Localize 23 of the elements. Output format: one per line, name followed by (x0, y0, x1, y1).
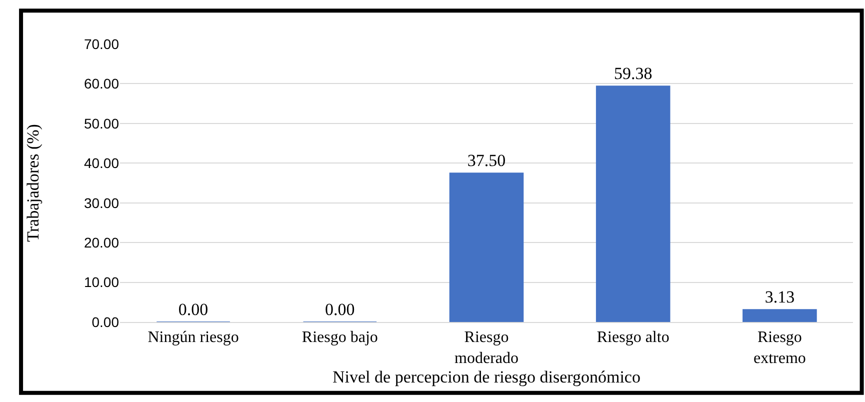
y-tick-label: 60.00 (84, 76, 120, 92)
y-tick-label: 0.00 (92, 314, 120, 330)
y-axis-title: Trabajadores (%) (24, 124, 43, 242)
data-label: 59.38 (614, 64, 652, 84)
bar (596, 86, 670, 322)
data-label: 0.00 (178, 300, 208, 319)
bar (742, 309, 817, 322)
data-label: 3.13 (764, 288, 795, 307)
bar (449, 172, 524, 322)
y-tick-label: 30.00 (84, 194, 120, 211)
x-tick-label: Ningún riesgo (148, 329, 239, 346)
x-tick-label: Riesgo alto (596, 329, 670, 346)
x-tick-label: Riesgo moderado (454, 329, 518, 367)
x-tick-label: Riesgo bajo (302, 329, 378, 346)
y-tick-label: 10.00 (84, 274, 120, 290)
x-axis-title: Nivel de percepcion de riesgo disergonómico (332, 367, 640, 386)
y-tick-label: 40.00 (84, 155, 120, 172)
x-tick-label: Riesgo extremo (753, 329, 806, 367)
y-tick-label: 50.00 (84, 115, 120, 132)
y-tick-label: 20.00 (84, 234, 120, 250)
y-tick-label: 70.00 (84, 36, 120, 52)
data-label: 37.50 (467, 151, 506, 170)
data-label: 0.00 (325, 300, 355, 319)
